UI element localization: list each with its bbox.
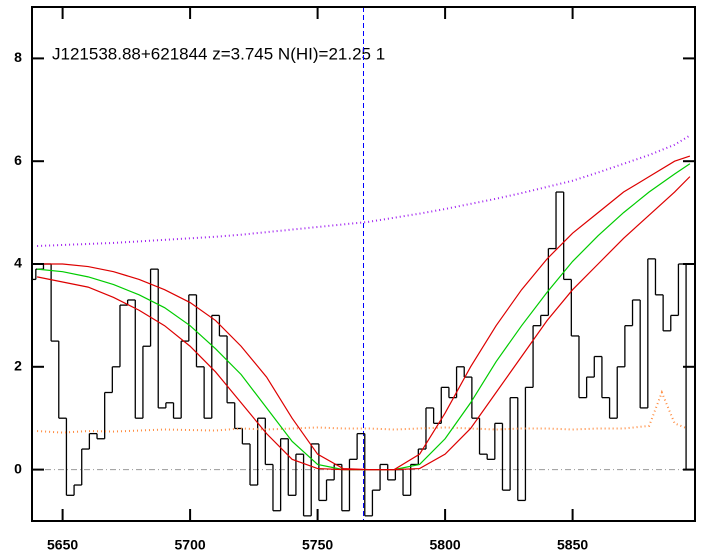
x-tick-label: 5850	[557, 537, 588, 553]
y-tick-label: 8	[14, 49, 22, 65]
x-tick-label: 5650	[47, 537, 78, 553]
x-tick-label: 5750	[302, 537, 333, 553]
x-tick-label: 5700	[175, 537, 206, 553]
dotted-curve	[37, 389, 688, 434]
fit-curve	[36, 176, 691, 471]
plot-area	[32, 7, 695, 521]
y-tick-label: 6	[14, 152, 22, 168]
y-tick-label: 4	[14, 255, 22, 271]
y-tick-label: 2	[14, 358, 22, 374]
y-tick-label: 0	[14, 460, 22, 476]
x-tick-label: 5800	[430, 537, 461, 553]
chart-title: J121538.88+621844 z=3.745 N(HI)=21.25 1	[52, 44, 385, 63]
dotted-curve	[37, 134, 691, 248]
